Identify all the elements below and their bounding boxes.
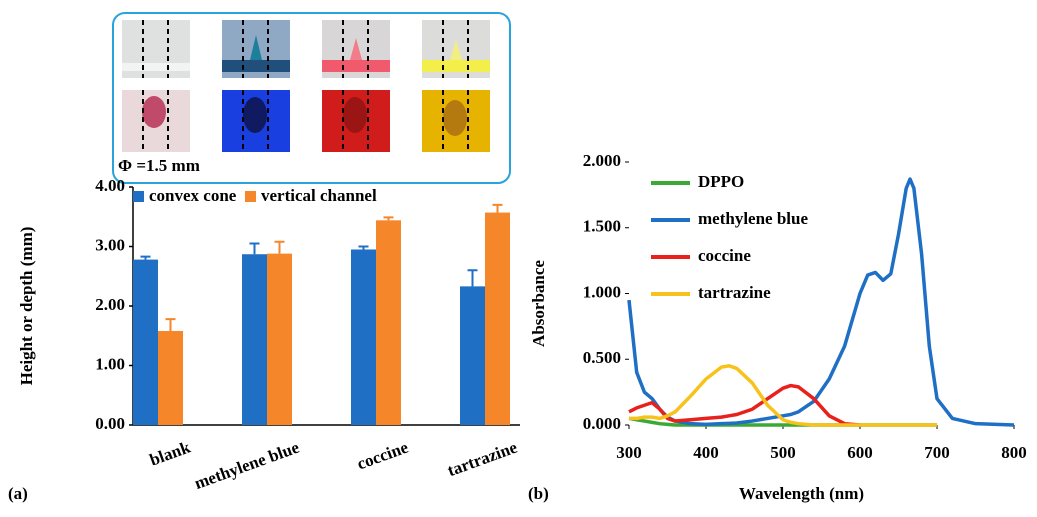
bar xyxy=(351,249,376,425)
error-bar xyxy=(467,269,478,287)
error-bar xyxy=(492,203,503,213)
x-tick-label: 400 xyxy=(693,443,719,462)
x-tick-label: blank xyxy=(147,437,193,469)
x-tick-label: 300 xyxy=(616,443,642,462)
x-tick-label: 800 xyxy=(1001,443,1027,462)
photo xyxy=(322,60,390,72)
y-tick-label: 1.000 xyxy=(583,282,621,301)
legend-label: coccine xyxy=(698,246,751,265)
x-tick-label: 700 xyxy=(924,443,950,462)
y-tick-label: 2.000 xyxy=(583,151,621,170)
series-line xyxy=(627,177,1015,427)
error-bar xyxy=(249,242,260,255)
bar xyxy=(267,253,292,425)
bar xyxy=(158,330,183,425)
panel-label: (a) xyxy=(8,484,28,503)
series-line xyxy=(629,364,937,427)
legend-label: methylene blue xyxy=(698,209,808,228)
y-tick-label: 0.500 xyxy=(583,348,621,367)
photo xyxy=(350,38,362,60)
bar xyxy=(485,212,510,425)
photo xyxy=(450,40,462,60)
legend-label: DPPO xyxy=(698,172,744,191)
legend-label: convex cone xyxy=(149,186,237,205)
x-tick-label: methylene blue xyxy=(192,437,302,493)
legend-label: vertical channel xyxy=(261,186,377,205)
photo xyxy=(222,60,290,72)
annotation: Φ =1.5 mm xyxy=(118,156,200,175)
y-axis-title: Height or depth (mm) xyxy=(17,227,36,386)
panel-label: (b) xyxy=(528,484,549,503)
legend-swatch xyxy=(133,191,144,202)
y-tick-label: 4.00 xyxy=(95,176,125,195)
y-tick-label: 1.500 xyxy=(583,217,621,236)
photo xyxy=(243,97,267,133)
y-axis-title: Absorbance xyxy=(529,260,548,347)
bar xyxy=(133,259,158,425)
error-bar xyxy=(383,216,394,221)
dashed-guides xyxy=(142,20,469,152)
photo xyxy=(443,100,467,136)
series-line xyxy=(628,383,861,427)
photo xyxy=(142,96,166,128)
legend-label: tartrazine xyxy=(698,283,771,302)
bar xyxy=(242,254,267,425)
bar xyxy=(460,286,485,425)
x-axis-title: Wavelength (nm) xyxy=(739,484,864,503)
error-bar xyxy=(274,240,285,254)
x-tick-label: tartrazine xyxy=(445,437,520,480)
inset-frame xyxy=(112,12,511,184)
photo xyxy=(250,35,262,60)
error-bar xyxy=(140,255,151,260)
y-tick-label: 3.00 xyxy=(95,235,125,254)
bar xyxy=(376,220,401,425)
y-tick-label: 0.00 xyxy=(95,414,125,433)
error-bar xyxy=(358,245,369,250)
x-tick-label: 600 xyxy=(847,443,873,462)
photo xyxy=(422,60,490,72)
photo xyxy=(122,63,190,71)
y-tick-label: 2.00 xyxy=(95,295,125,314)
x-tick-label: coccine xyxy=(355,437,412,473)
y-tick-label: 0.000 xyxy=(583,414,621,433)
error-bar xyxy=(165,318,176,331)
legend-swatch xyxy=(245,191,256,202)
x-tick-label: 500 xyxy=(770,443,796,462)
photo xyxy=(343,97,367,133)
photo-inset: Φ =1.5 mm xyxy=(112,12,511,184)
y-tick-label: 1.00 xyxy=(95,354,125,373)
